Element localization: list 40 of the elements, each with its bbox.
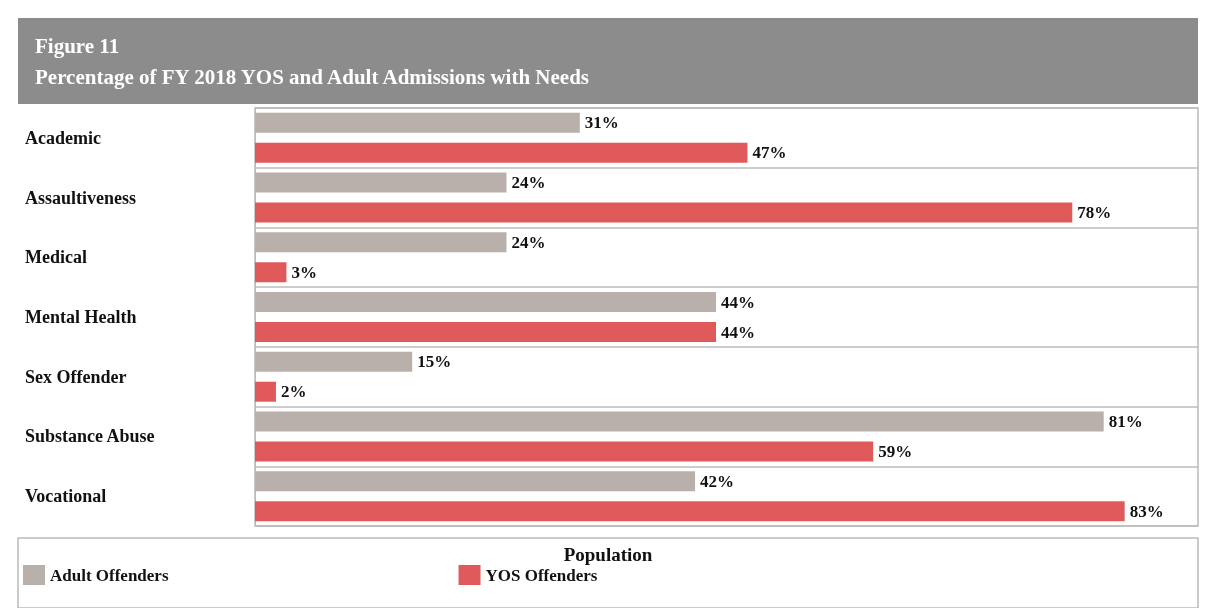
legend-label: YOS Offenders [485,565,598,585]
data-label: 81% [1108,411,1143,431]
y-tick-label: Academic [25,127,101,148]
y-tick-label: Mental Health [25,307,137,327]
y-tick-label: Substance Abuse [25,426,155,447]
bar [255,411,1104,432]
text: Figure 11 [35,33,120,58]
bar [255,292,717,312]
chart-subtitle: Percentage of FY 2018 YOS and Adult Admissions with Needs [35,64,590,89]
data-label: 78% [1077,203,1112,223]
data-label: 24% [511,173,546,193]
data-label: 59% [878,441,913,461]
y-tick-label: Medical [25,247,87,268]
bar [255,381,276,402]
bar [255,232,507,253]
bar [255,142,748,163]
bar [255,172,507,193]
data-label: 2% [280,382,307,402]
y-tick-label: Vocational [25,486,107,507]
y-tick-label: Sex Offender [25,366,127,387]
data-label: 31% [584,113,619,133]
data-label: 42% [700,471,735,491]
bar [255,351,413,372]
bar [255,112,580,133]
bar [255,471,696,492]
data-label: 15% [417,352,452,372]
bar [255,441,874,462]
bar [255,322,717,342]
data-label: 44% [721,322,756,342]
data-label: 24% [511,232,546,252]
data-label: 44% [721,292,756,312]
legend-title: Population [563,543,653,565]
data-label: 47% [752,143,787,163]
bar [255,202,1073,223]
y-tick-label: Assaultiveness [25,187,137,208]
data-label: 3% [291,262,317,282]
legend-label: Adult Offenders [50,565,169,585]
data-label: 83% [1129,501,1164,521]
bar [255,262,287,283]
bar [255,501,1125,522]
